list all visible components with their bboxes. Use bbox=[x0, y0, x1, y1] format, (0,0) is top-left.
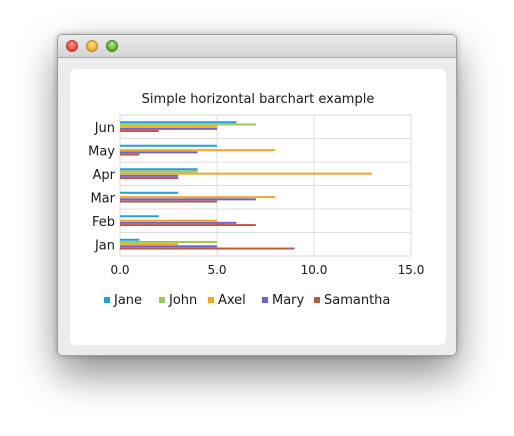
legend-label-axel: Axel bbox=[218, 293, 246, 308]
bar-mary-jun bbox=[120, 127, 217, 130]
y-category-label: Jun bbox=[94, 121, 115, 136]
bar-axel-mar bbox=[120, 196, 276, 199]
bar-samantha-jun bbox=[120, 130, 159, 133]
bar-jane-may bbox=[120, 144, 217, 147]
bar-jane-feb bbox=[120, 215, 159, 218]
legend-label-mary: Mary bbox=[272, 293, 305, 308]
bar-john-jun bbox=[120, 123, 256, 126]
x-tick-label: 0.0 bbox=[110, 263, 129, 277]
y-category-label: Mar bbox=[90, 191, 115, 206]
bar-axel-may bbox=[120, 149, 276, 152]
bar-jane-mar bbox=[120, 191, 179, 194]
y-category-label: May bbox=[88, 144, 115, 159]
chart-title: Simple horizontal barchart example bbox=[142, 92, 375, 107]
title-bar bbox=[58, 35, 456, 58]
bar-samantha-mar bbox=[120, 200, 217, 203]
x-tick-label: 10.0 bbox=[301, 263, 328, 277]
bar-mary-apr bbox=[120, 174, 179, 177]
bar-jane-apr bbox=[120, 168, 198, 171]
x-tick-label: 15.0 bbox=[398, 263, 425, 277]
bar-axel-jun bbox=[120, 125, 217, 128]
close-window-button[interactable] bbox=[66, 40, 78, 52]
bar-samantha-feb bbox=[120, 224, 256, 227]
y-category-label: Feb bbox=[92, 215, 115, 230]
bar-axel-feb bbox=[120, 219, 217, 222]
legend-label-jane: Jane bbox=[113, 293, 142, 308]
legend-marker-john bbox=[159, 297, 165, 303]
legend-label-john: John bbox=[168, 293, 197, 308]
bar-john-apr bbox=[120, 170, 198, 173]
bar-samantha-jan bbox=[120, 247, 295, 250]
bar-axel-apr bbox=[120, 172, 373, 175]
bar-mary-may bbox=[120, 151, 198, 154]
app-window: Simple horizontal barchart example 0.0 5.… bbox=[57, 34, 457, 356]
bar-jane-jan bbox=[120, 238, 140, 241]
legend-marker-samantha bbox=[314, 297, 320, 303]
legend-label-samantha: Samantha bbox=[324, 293, 390, 308]
legend-marker-axel bbox=[208, 297, 214, 303]
barchart: Simple horizontal barchart example 0.0 5.… bbox=[88, 92, 425, 308]
bar-samantha-apr bbox=[120, 177, 179, 180]
minimize-window-button[interactable] bbox=[86, 40, 98, 52]
legend-marker-jane bbox=[104, 297, 110, 303]
y-category-label: Apr bbox=[93, 168, 116, 183]
bar-jane-jun bbox=[120, 121, 237, 124]
bar-mary-mar bbox=[120, 198, 256, 201]
x-tick-label: 5.0 bbox=[207, 263, 226, 277]
bar-axel-jan bbox=[120, 243, 179, 246]
plot-area: 0.0 5.0 10.0 15.0 Jan Feb Mar Apr May Jun bbox=[88, 114, 425, 277]
bar-mary-feb bbox=[120, 221, 237, 224]
chart-panel: Simple horizontal barchart example 0.0 5.… bbox=[70, 69, 446, 345]
bar-samantha-may bbox=[120, 153, 140, 156]
bar-mary-jan bbox=[120, 245, 217, 248]
y-category-label: Jan bbox=[94, 238, 115, 253]
legend: Jane John Axel Mary Samantha bbox=[104, 293, 390, 308]
zoom-window-button[interactable] bbox=[106, 40, 118, 52]
bar-john-jan bbox=[120, 240, 217, 243]
legend-marker-mary bbox=[262, 297, 268, 303]
